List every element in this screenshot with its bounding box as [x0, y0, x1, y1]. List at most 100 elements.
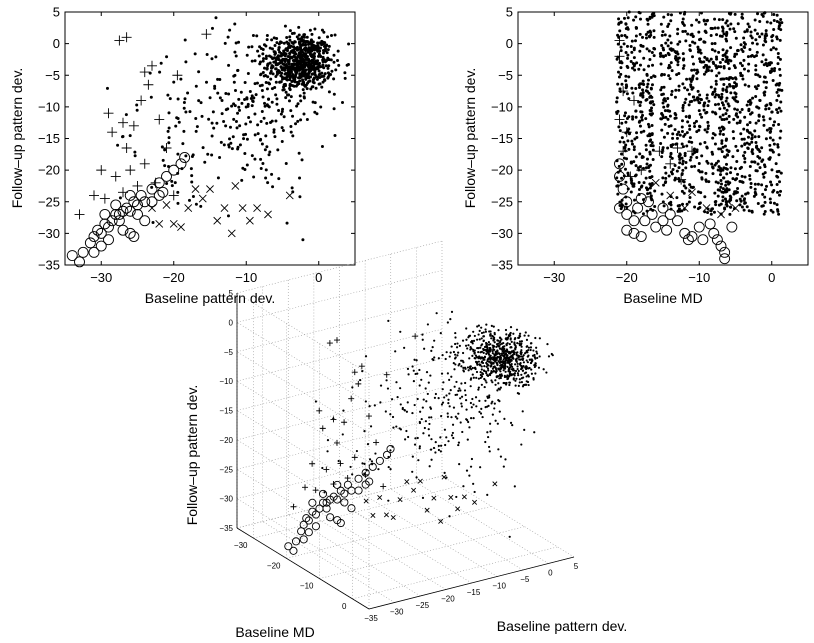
data-point-dot — [530, 349, 532, 351]
data-point-dot — [452, 424, 454, 426]
data-point-dot — [518, 358, 520, 360]
data-point-dot — [451, 434, 453, 436]
data-point-dot — [713, 211, 716, 214]
data-point-dot — [726, 19, 729, 22]
data-point-dot — [722, 89, 725, 92]
data-point-dot — [316, 78, 319, 81]
data-point-dot — [215, 122, 218, 125]
data-point-dot — [177, 97, 180, 100]
data-point-dot — [679, 12, 682, 15]
data-point-dot — [743, 161, 746, 164]
data-point-dot — [734, 178, 737, 181]
data-point-cross — [418, 479, 422, 483]
data-point-cross — [246, 217, 253, 224]
data-point-dot — [674, 96, 677, 99]
data-point-dot — [710, 86, 713, 89]
data-point-dot — [474, 352, 476, 354]
data-point-dot — [434, 397, 436, 399]
data-point-dot — [690, 24, 693, 27]
data-point-dot — [717, 51, 720, 54]
pd-tick-label: −30 — [390, 608, 404, 617]
data-point-dot — [756, 32, 759, 35]
data-point-dot — [638, 152, 641, 155]
data-point-dot — [726, 154, 729, 157]
data-point-cross — [455, 507, 459, 511]
data-point-dot — [512, 333, 514, 335]
data-point-dot — [274, 52, 277, 55]
data-point-circle — [334, 481, 341, 488]
data-point-plus — [373, 439, 379, 445]
data-point-plus — [140, 159, 150, 169]
data-point-dot — [249, 90, 252, 93]
data-point-dot — [619, 66, 622, 69]
data-point-dot — [150, 96, 153, 99]
data-point-dot — [734, 13, 737, 16]
data-point-dot — [773, 69, 776, 72]
data-point-dot — [734, 76, 737, 79]
data-point-dot — [619, 140, 622, 143]
data-point-dot — [721, 25, 724, 28]
data-point-dot — [227, 92, 230, 95]
data-point-dot — [754, 188, 757, 191]
data-point-dot — [318, 41, 321, 44]
data-point-dot — [526, 350, 528, 352]
data-point-cross — [214, 217, 221, 224]
data-point-dot — [479, 364, 481, 366]
y-tick-label: −25 — [491, 194, 513, 209]
data-point-dot — [645, 186, 648, 189]
data-point-dot — [435, 393, 437, 395]
data-point-dot — [266, 181, 269, 184]
data-point-dot — [492, 339, 494, 341]
data-point-dot — [725, 100, 728, 103]
ticks-3d: 50−5−10−15−20−25−30−35−30−20−100−35−30−2… — [219, 289, 578, 623]
data-point-dot — [756, 148, 759, 151]
data-point-dot — [692, 35, 695, 38]
data-point-dot — [246, 138, 249, 141]
data-point-dot — [725, 139, 728, 142]
data-point-dot — [642, 57, 645, 60]
data-point-dot — [171, 184, 174, 187]
data-point-dot — [703, 141, 706, 144]
data-point-dot — [746, 123, 749, 126]
data-point-dot — [736, 173, 739, 176]
data-point-dot — [334, 68, 337, 71]
data-point-circle — [78, 247, 88, 257]
data-point-dot — [349, 466, 351, 468]
data-point-dot — [290, 95, 293, 98]
data-point-dot — [663, 204, 666, 207]
data-point-dot — [710, 58, 713, 61]
y-tick-label: −15 — [38, 131, 60, 146]
data-point-dot — [531, 360, 533, 362]
data-point-dot — [674, 164, 677, 167]
data-point-dot — [448, 379, 450, 381]
data-point-dot — [411, 471, 413, 473]
data-point-dot — [499, 355, 501, 357]
data-point-dot — [700, 116, 703, 119]
data-point-dot — [223, 143, 226, 146]
data-point-dot — [707, 124, 710, 127]
data-point-dot — [275, 81, 278, 84]
data-point-dot — [516, 365, 518, 367]
data-point-dot — [675, 196, 678, 199]
data-point-dot — [742, 36, 745, 39]
data-point-dot — [768, 144, 771, 147]
data-point-dot — [465, 399, 467, 401]
data-point-dot — [536, 357, 538, 359]
data-point-dot — [445, 436, 447, 438]
data-point-dot — [721, 30, 724, 33]
data-point-dot — [621, 83, 624, 86]
data-point-dot — [748, 48, 751, 51]
data-point-dot — [306, 76, 309, 79]
data-point-dot — [486, 347, 488, 349]
data-point-dot — [170, 180, 173, 183]
data-point-dot — [667, 118, 670, 121]
data-point-dot — [288, 87, 291, 90]
data-point-plus — [380, 483, 386, 489]
data-point-dot — [630, 161, 633, 164]
data-point-dot — [618, 29, 621, 32]
data-point-dot — [721, 35, 724, 38]
data-point-dot — [618, 61, 621, 64]
data-point-dot — [725, 34, 728, 37]
data-point-dot — [477, 351, 479, 353]
data-point-dot — [441, 373, 443, 375]
